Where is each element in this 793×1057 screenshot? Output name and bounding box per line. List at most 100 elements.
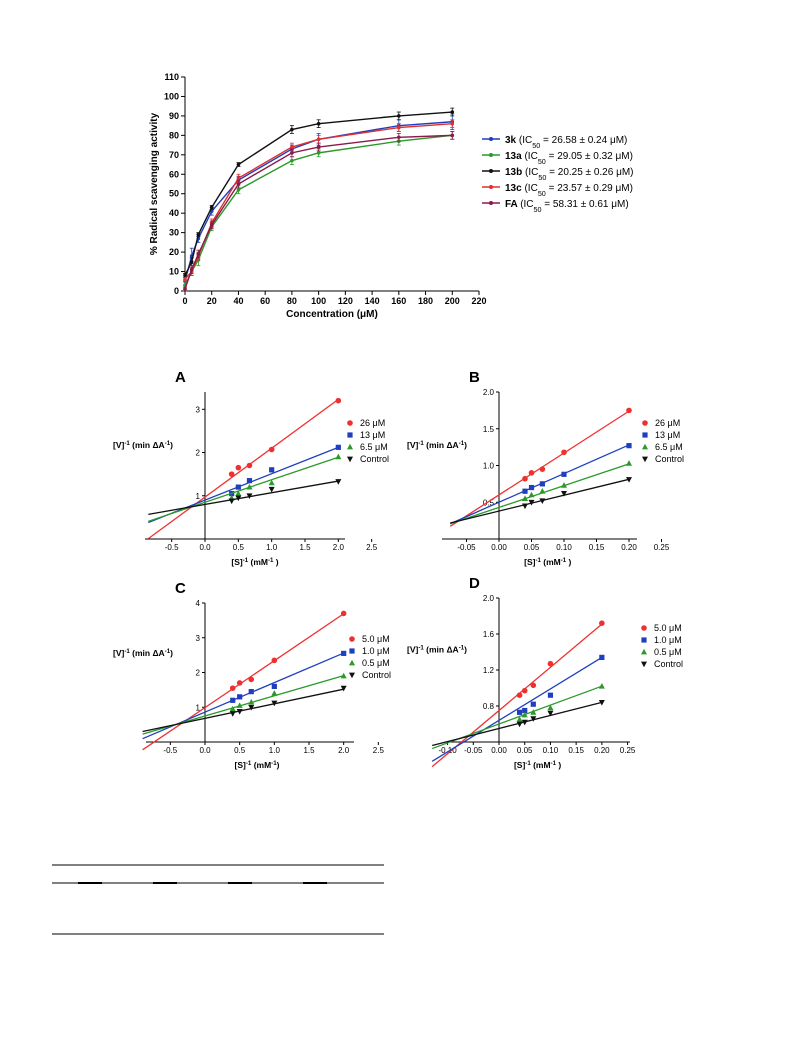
data-point — [341, 650, 347, 656]
data-point — [340, 610, 347, 617]
data-point — [642, 420, 648, 426]
data-point — [316, 145, 321, 149]
series-Control — [142, 685, 347, 733]
data-point — [340, 685, 347, 692]
x-tick-label: 100 — [311, 296, 326, 306]
legend-entry-3k: 3k (IC50 = 26.58 ± 0.24 μM) — [482, 135, 627, 150]
data-point — [189, 260, 194, 264]
data-point — [236, 680, 243, 686]
y-tick-label: 3 — [196, 405, 201, 414]
y-tick-label: 2.0 — [483, 388, 495, 397]
series-5.0-μM — [431, 620, 605, 768]
y-tick-label: 10 — [169, 267, 179, 277]
x-axis-label: Concentration (μM) — [286, 309, 378, 320]
data-point — [209, 205, 214, 210]
data-point — [528, 491, 535, 498]
series-5.0-μM — [142, 610, 347, 751]
x-tick-label: 0.0 — [199, 746, 211, 755]
data-point — [235, 495, 242, 502]
data-point — [237, 694, 243, 700]
data-point — [539, 481, 545, 487]
data-point — [641, 637, 647, 643]
data-point — [516, 721, 523, 728]
x-tick-label: 1.5 — [299, 543, 311, 552]
data-point — [641, 648, 647, 655]
legend-entry-13a: 13a (IC50 = 29.05 ± 0.32 μM) — [482, 151, 633, 166]
data-point — [340, 672, 347, 679]
data-point — [539, 498, 546, 504]
x-tick-label: 0.05 — [524, 543, 540, 552]
x-tick-label: 180 — [418, 296, 433, 306]
x-tick-label: 0.0 — [199, 543, 211, 552]
legend-label: 13a (IC50 = 29.05 ± 0.32 μM) — [505, 151, 633, 166]
legend-entry: 1.0 μM — [349, 646, 390, 656]
x-axis-label: [S]-1 (mM-1 ) — [231, 557, 278, 568]
data-point — [561, 449, 567, 456]
x-tick-label: 0.15 — [589, 543, 605, 552]
lineweaver-burk-panel-A: A 1 2 3 -0.5 0.0 0.5 1.0 1.5 2.0 2.5 [S]-1 (mM-1 ) [… — [113, 369, 389, 567]
fit-line — [450, 478, 630, 524]
legend-entry: 1.0 μM — [641, 635, 682, 645]
data-point — [335, 479, 342, 485]
x-tick-label: 20 — [207, 296, 217, 306]
data-point — [290, 158, 294, 163]
data-point — [228, 471, 235, 477]
y-tick-label: 90 — [169, 111, 179, 121]
legend-entry: Control — [349, 670, 391, 680]
radical-scavenging-chart: 0 10 20 30 40 50 60 70 80 90 100 110 0 20 40 60 80 100 120… — [149, 72, 634, 320]
legend-label: 1.0 μM — [654, 635, 682, 645]
legend-entry: 0.5 μM — [641, 647, 682, 657]
data-point — [598, 700, 605, 706]
series-26-μM — [449, 407, 632, 527]
data-point — [246, 478, 253, 484]
data-point — [236, 188, 241, 192]
lineweaver-burk-panel-D: D 0.8 1.2 1.6 2.0 -0.10 -0.05 0.00 0.05 0.10 0.15 0… — [407, 575, 683, 770]
y-tick-label: 100 — [164, 91, 179, 101]
data-point — [598, 683, 605, 689]
data-point — [268, 479, 275, 486]
panel-letter: A — [175, 369, 186, 386]
y-axis-label: % Radical scavenging activity — [149, 112, 160, 255]
panel-letter: B — [469, 369, 480, 386]
data-point — [246, 462, 253, 469]
x-tick-label: 0.20 — [594, 746, 610, 755]
data-point — [397, 114, 401, 118]
legend-entry-FA: FA (IC50 = 58.31 ± 0.61 μM) — [482, 199, 629, 214]
legend-label: 0.5 μM — [362, 658, 390, 668]
data-point — [450, 133, 455, 138]
y-tick-label: 3 — [196, 634, 201, 643]
data-point — [248, 676, 255, 683]
legend-entry: 0.5 μM — [349, 658, 390, 668]
data-point — [349, 659, 355, 666]
table-rules — [52, 864, 384, 935]
data-point — [528, 484, 535, 491]
legend-label: 26 μM — [360, 418, 385, 428]
data-point — [316, 151, 321, 155]
x-tick-label: 0.25 — [620, 746, 636, 755]
legend-entry-13b: 13b (IC50 = 20.25 ± 0.26 μM) — [482, 167, 634, 182]
x-tick-label: 0.10 — [543, 746, 559, 755]
panel-letter: D — [469, 575, 480, 592]
data-point — [528, 499, 535, 506]
data-point — [228, 498, 235, 505]
y-tick-label: 50 — [169, 189, 179, 199]
legend-entry: Control — [642, 454, 684, 464]
x-tick-label: -0.05 — [464, 746, 483, 755]
y-tick-label: 60 — [169, 169, 179, 179]
data-point — [522, 707, 528, 714]
data-point — [349, 636, 355, 642]
data-point — [349, 648, 355, 654]
data-point — [229, 711, 236, 717]
data-point — [236, 162, 241, 167]
y-tick-label: 0 — [174, 286, 179, 296]
legend-entry: 13 μM — [642, 430, 680, 440]
legend-entry-13c: 13c (IC50 = 23.57 ± 0.29 μM) — [482, 183, 633, 198]
x-tick-label: -0.5 — [163, 746, 177, 755]
x-tick-label: 1.0 — [266, 543, 278, 552]
data-point — [641, 661, 647, 668]
data-point — [316, 121, 321, 126]
data-point — [539, 466, 546, 472]
fit-line — [147, 398, 339, 540]
data-point — [516, 716, 523, 722]
